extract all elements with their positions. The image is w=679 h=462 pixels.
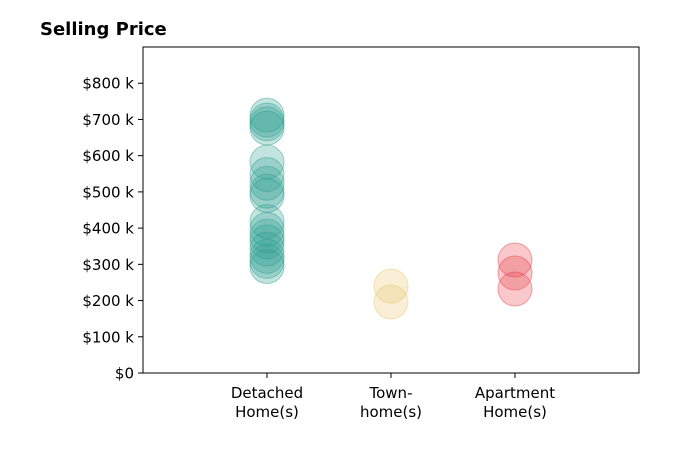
- data-point: [249, 212, 285, 248]
- data-point: [249, 224, 285, 260]
- data-point: [373, 284, 409, 320]
- data-point: [249, 157, 285, 193]
- plot-frame: [142, 46, 640, 374]
- y-tick-label: $800 k: [82, 75, 134, 93]
- data-points: [249, 97, 533, 320]
- data-point: [249, 204, 285, 240]
- y-axis: $0 $100 k $200 k $300 k $400 k $500 k $600 k $7…: [82, 75, 143, 383]
- x-tick-label: Apartment Home(s): [475, 384, 555, 421]
- data-point: [249, 178, 285, 214]
- y-tick-label: $700 k: [82, 111, 134, 129]
- data-point: [497, 271, 533, 307]
- data-point: [249, 231, 285, 267]
- x-tick-label: Town-home(s): [360, 384, 422, 421]
- data-point: [249, 97, 285, 133]
- x-tick-label: Detached Home(s): [231, 384, 303, 421]
- y-tick-label: $300 k: [82, 256, 134, 274]
- data-point: [373, 268, 409, 304]
- y-tick-label: $0: [115, 365, 134, 383]
- data-point: [249, 249, 285, 285]
- data-point: [497, 242, 533, 278]
- data-point: [249, 165, 285, 201]
- data-point: [249, 144, 285, 180]
- y-tick-label: $600 k: [82, 147, 134, 165]
- y-tick-label: $200 k: [82, 292, 134, 310]
- y-tick-label: $400 k: [82, 220, 134, 238]
- y-tick-label: $500 k: [82, 183, 134, 201]
- data-point: [249, 243, 285, 279]
- chart-title: Selling Price: [40, 19, 167, 40]
- y-tick-label: $100 k: [82, 328, 134, 346]
- data-point: [249, 173, 285, 209]
- x-axis: Detached Home(s) Town-home(s) Apartment Home…: [231, 373, 555, 421]
- data-point: [249, 102, 285, 138]
- data-point: [249, 110, 285, 146]
- data-point: [249, 238, 285, 274]
- data-point: [249, 218, 285, 254]
- data-point: [497, 255, 533, 291]
- data-point: [249, 106, 285, 142]
